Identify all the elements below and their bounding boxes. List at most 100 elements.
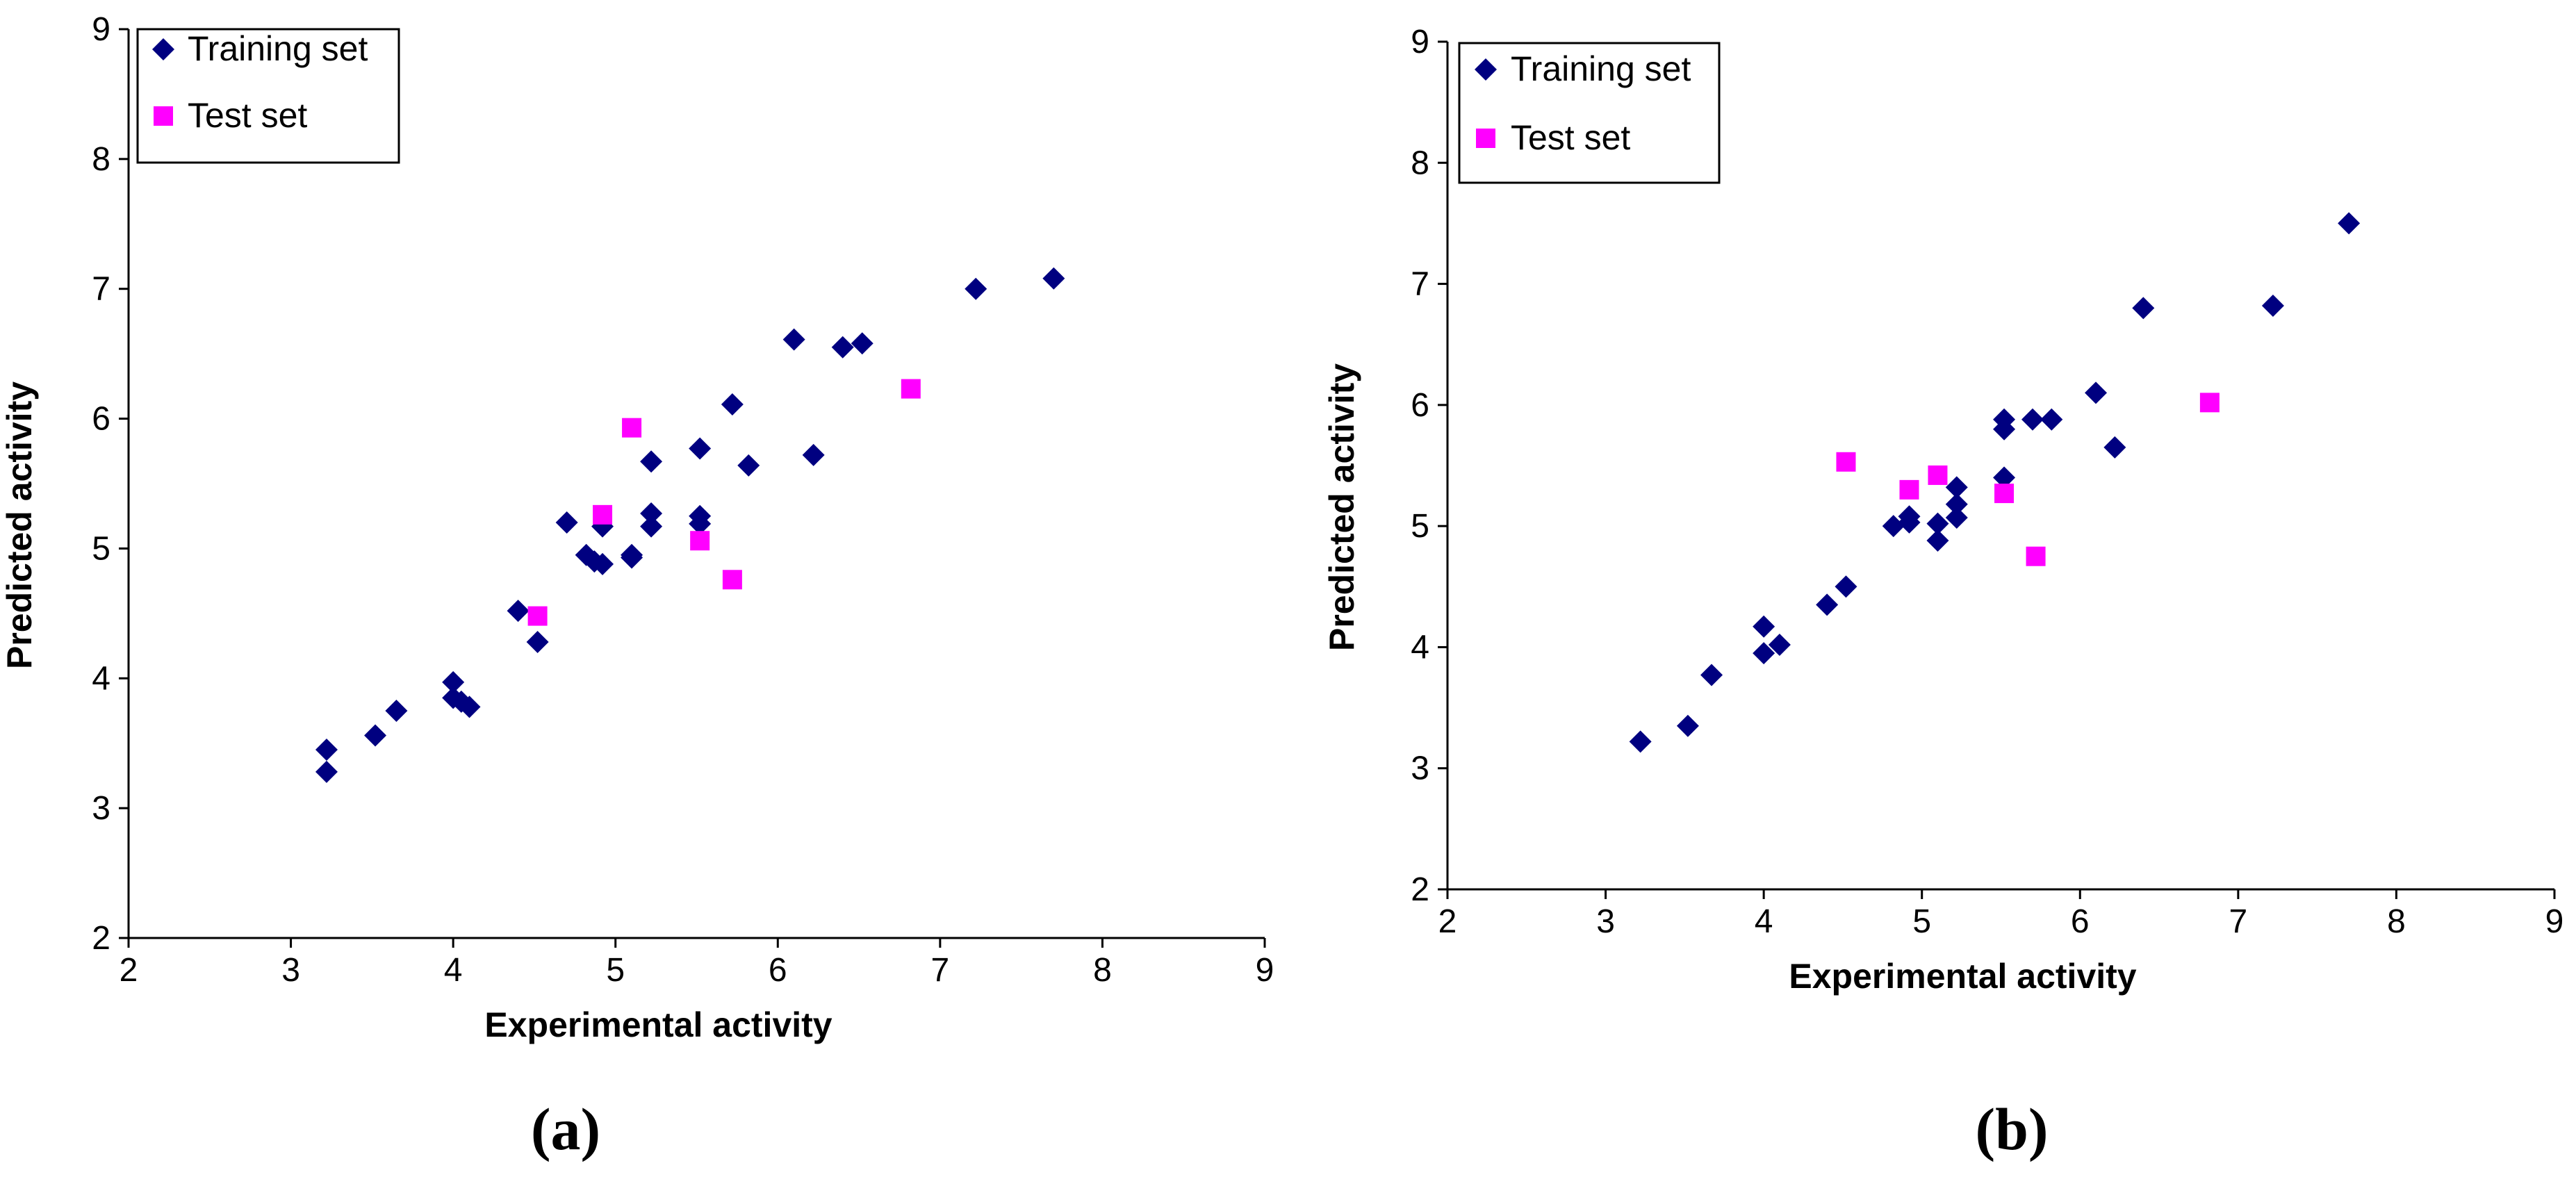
chart-panel-a: 2 3 4 5 6 7 8 9 2 3 4 5 6 7 8 9 Experimental activity Pre…	[0, 11, 1274, 1044]
test-point	[1928, 465, 1948, 485]
x-tick-label: 4	[1755, 903, 1773, 940]
x-tick-label: 3	[281, 952, 300, 989]
y-tick-label: 6	[92, 401, 110, 438]
training-point	[2103, 436, 2126, 459]
y-tick-label: 6	[1411, 387, 1429, 424]
training-point	[315, 739, 338, 762]
x-tick-label: 5	[606, 952, 625, 989]
training-point	[2261, 294, 2284, 317]
test-point	[901, 379, 921, 399]
training-point	[2338, 212, 2361, 235]
x-tick-label: 7	[2229, 903, 2248, 940]
chart-panel-b: 2 3 4 5 6 7 8 9 2 3 4 5 6 7 8 9 Experimental activity Pre…	[1293, 0, 2576, 1177]
training-point	[640, 450, 663, 473]
training-point	[851, 332, 873, 355]
y-tick-label: 5	[92, 530, 110, 567]
training-point	[1768, 633, 1791, 656]
legend-training-label: Training set	[188, 29, 368, 68]
training-point	[737, 454, 760, 477]
scatter-chart-b: 2 3 4 5 6 7 8 9 2 3 4 5 6 7 8 9 Experimental activity Pre…	[1322, 24, 2563, 996]
test-point	[527, 606, 548, 626]
legend-training-label: Training set	[1511, 49, 1691, 88]
test-point	[1994, 484, 2015, 504]
y-tick-label: 4	[1411, 629, 1429, 666]
training-point	[555, 511, 578, 534]
y-tick-label: 7	[1411, 266, 1429, 303]
test-point	[1836, 452, 1856, 472]
caption-a: (a)	[530, 1096, 601, 1162]
caption-b: (b)	[1975, 1096, 2049, 1162]
training-point	[2040, 408, 2063, 431]
x-tick-label: 5	[1912, 903, 1931, 940]
y-tick-label: 7	[92, 271, 110, 308]
training-point	[2021, 408, 2044, 431]
training-point	[1835, 575, 1857, 598]
y-tick-label: 5	[1411, 508, 1429, 545]
training-point	[2085, 381, 2108, 404]
test-point	[2026, 546, 2046, 566]
test-point	[690, 531, 710, 551]
training-point	[507, 600, 530, 623]
training-point	[1926, 512, 1949, 535]
test-point	[593, 504, 613, 525]
training-point	[802, 443, 825, 466]
legend-box	[1458, 42, 1721, 184]
training-point	[1753, 615, 1775, 638]
test-point	[722, 570, 742, 590]
x-tick-label: 8	[1093, 952, 1112, 989]
training-point	[1945, 493, 1968, 516]
training-point	[689, 437, 712, 460]
training-point	[364, 724, 387, 747]
legend-training-marker	[1475, 58, 1497, 81]
training-point	[1882, 515, 1905, 538]
x-tick-label: 6	[2071, 903, 2090, 940]
legend-test-label: Test set	[188, 96, 307, 135]
legend-training-marker	[152, 38, 174, 60]
x-tick-label: 2	[120, 952, 138, 989]
training-point	[965, 277, 987, 300]
training-point	[1816, 593, 1839, 616]
legend-box	[136, 28, 400, 164]
training-point	[1898, 511, 1921, 534]
training-point	[1945, 476, 1968, 499]
x-tick-label: 7	[931, 952, 950, 989]
y-tick-label: 2	[92, 920, 110, 957]
training-point	[1700, 664, 1723, 686]
training-point	[591, 552, 614, 575]
y-tick-label: 8	[92, 141, 110, 178]
legend-test-marker	[154, 106, 173, 126]
x-axis-title: Experimental activity	[1789, 957, 2136, 996]
x-tick-label: 6	[769, 952, 787, 989]
training-point	[1993, 466, 2016, 489]
training-point	[526, 630, 549, 653]
training-point	[458, 696, 481, 718]
y-axis-title: Predicted activity	[0, 381, 39, 669]
x-tick-label: 8	[2387, 903, 2406, 940]
y-tick-label: 9	[92, 11, 110, 48]
y-tick-label: 3	[92, 790, 110, 827]
training-point	[385, 700, 408, 722]
x-tick-label: 2	[1438, 903, 1457, 940]
y-tick-label: 3	[1411, 750, 1429, 787]
y-tick-label: 2	[1411, 871, 1429, 908]
y-tick-label: 8	[1411, 145, 1429, 181]
x-tick-label: 4	[444, 952, 463, 989]
training-point	[442, 670, 465, 693]
y-tick-label: 4	[92, 660, 110, 697]
training-point	[1042, 267, 1065, 290]
training-point	[621, 543, 643, 566]
training-point	[782, 328, 805, 351]
x-axis-title: Experimental activity	[484, 1005, 832, 1044]
training-point	[1629, 730, 1652, 753]
training-point	[640, 502, 663, 525]
test-point	[2199, 393, 2220, 413]
test-point	[1899, 479, 1919, 500]
x-tick-label: 9	[1256, 952, 1274, 989]
y-tick-label: 9	[1411, 24, 1429, 60]
legend-test-marker	[1476, 129, 1495, 148]
scatter-chart-a: 2 3 4 5 6 7 8 9 2 3 4 5 6 7 8 9 Experimental activity Pre…	[0, 11, 1274, 1044]
training-point	[1676, 714, 1699, 737]
training-point	[1926, 529, 1949, 552]
training-point	[1993, 408, 2016, 431]
legend-test-label: Test set	[1511, 118, 1630, 157]
